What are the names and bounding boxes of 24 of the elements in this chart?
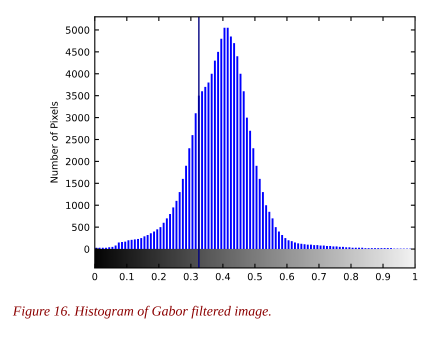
x-tick-label: 0.6 <box>280 272 294 280</box>
x-tick-label: 0.9 <box>376 272 390 280</box>
y-tick-label: 500 <box>72 224 90 231</box>
x-tick-label: 1 <box>413 273 418 280</box>
y-tick-label: 1000 <box>66 202 90 210</box>
y-tick-label: 2000 <box>66 158 90 166</box>
y-tick-label: 0 <box>84 246 90 253</box>
x-tick-label: 0.5 <box>248 272 262 280</box>
x-tick-label: 0.4 <box>216 272 230 280</box>
y-tick-label: 4500 <box>66 48 90 56</box>
x-tick-label: 0.8 <box>344 272 358 280</box>
y-tick-label: 2500 <box>66 136 90 144</box>
y-tick-label: 3500 <box>66 92 90 100</box>
x-tick-label: 0.2 <box>152 272 166 280</box>
x-tick-label: 0.7 <box>312 272 326 280</box>
y-axis-title: Number of Pixels <box>50 102 58 182</box>
y-tick-label: 4000 <box>66 70 90 78</box>
y-tick-label: 5000 <box>66 26 90 34</box>
x-tick-label: 0.3 <box>184 272 198 280</box>
y-tick-label: 3000 <box>66 114 90 122</box>
caption: Figure 16. Histogram of Gabor filtered image. <box>12 306 271 319</box>
x-tick-label: 0.1 <box>120 272 134 280</box>
y-tick-label: 1500 <box>66 180 90 188</box>
x-tick-label: 0 <box>92 272 98 280</box>
